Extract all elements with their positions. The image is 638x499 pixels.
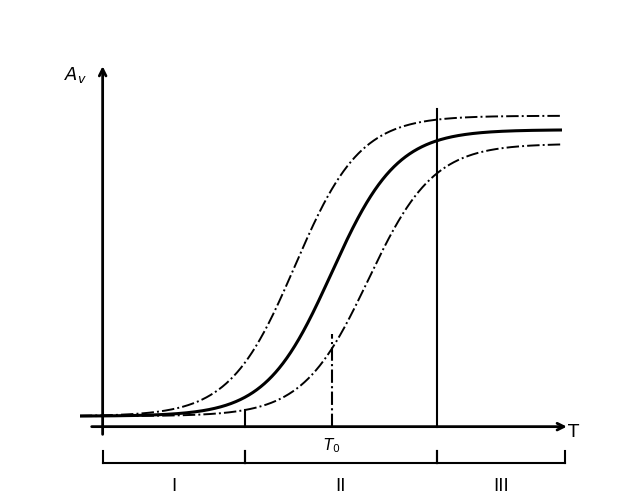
Text: T: T xyxy=(568,423,579,441)
Text: $T_0$: $T_0$ xyxy=(323,437,340,455)
Text: I: I xyxy=(171,477,176,496)
Text: $A_v$: $A_v$ xyxy=(64,65,87,85)
Text: II: II xyxy=(336,477,346,496)
Text: III: III xyxy=(493,477,509,496)
